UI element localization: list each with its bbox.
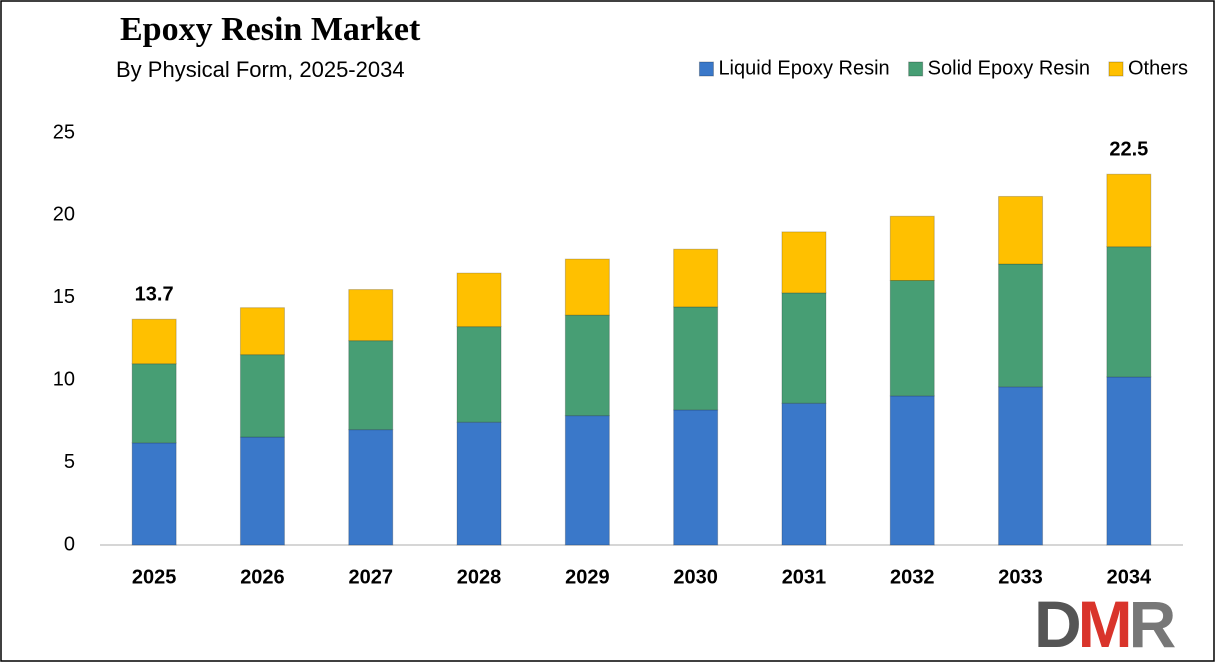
y-tick-label: 20 [53, 204, 75, 226]
bar-segment [781, 292, 827, 404]
legend-swatch [1108, 61, 1124, 77]
logo: DMR [1034, 587, 1176, 661]
total-label: 13.7 [135, 284, 174, 306]
bar-segment [1106, 246, 1152, 378]
bar-segment [781, 402, 827, 546]
logo-letter: M [1078, 587, 1129, 661]
bar-segment [889, 395, 935, 546]
chart-title: Epoxy Resin Market [120, 11, 421, 48]
logo-letter: D [1034, 587, 1079, 661]
bar-segment [456, 272, 502, 328]
bar-segment [239, 436, 285, 546]
y-tick-label: 10 [53, 368, 75, 390]
bar-segment [564, 258, 610, 316]
y-tick-label: 5 [64, 451, 75, 473]
bar-segment [239, 307, 285, 356]
bar-segment [998, 195, 1044, 265]
x-tick-label: 2027 [349, 566, 394, 588]
x-tick-label: 2031 [782, 566, 827, 588]
bar-segment [564, 314, 610, 417]
chart-subtitle: By Physical Form, 2025-2034 [116, 57, 405, 82]
bar-segment [348, 429, 394, 546]
bar-segment [456, 326, 502, 423]
bar-segment [456, 421, 502, 546]
bar-segment [1106, 376, 1152, 546]
legend-swatch [698, 61, 714, 77]
total-label: 22.5 [1109, 138, 1148, 160]
legend-swatch [908, 61, 924, 77]
bar-segment [889, 215, 935, 281]
logo-letter: R [1129, 587, 1176, 661]
legend-label: Liquid Epoxy Resin [718, 57, 889, 79]
bar-segment [348, 289, 394, 342]
bar-segment [889, 279, 935, 397]
bar-segment [131, 363, 177, 444]
legend-label: Others [1128, 57, 1188, 79]
bar-segment [564, 415, 610, 546]
y-tick-label: 25 [53, 121, 75, 143]
y-tick-label: 0 [64, 533, 75, 555]
x-tick-label: 2029 [565, 566, 610, 588]
bar-segment [673, 248, 719, 308]
legend-label: Solid Epoxy Resin [928, 57, 1090, 79]
bar-segment [673, 409, 719, 546]
bar-segment [998, 263, 1044, 388]
x-tick-label: 2030 [673, 566, 718, 588]
bar-segment [348, 340, 394, 431]
x-tick-label: 2034 [1107, 566, 1152, 588]
bar-segment [781, 231, 827, 294]
bar-segment [673, 306, 719, 411]
bar-segment [998, 386, 1044, 546]
x-tick-label: 2026 [240, 566, 285, 588]
bar-segment [131, 318, 177, 365]
bar-segment [131, 442, 177, 546]
bar-segment [1106, 173, 1152, 248]
y-tick-label: 15 [53, 286, 75, 308]
x-tick-label: 2032 [890, 566, 935, 588]
x-tick-label: 2025 [132, 566, 177, 588]
bar-segment [239, 354, 285, 438]
x-tick-label: 2033 [998, 566, 1043, 588]
x-tick-label: 2028 [457, 566, 502, 588]
